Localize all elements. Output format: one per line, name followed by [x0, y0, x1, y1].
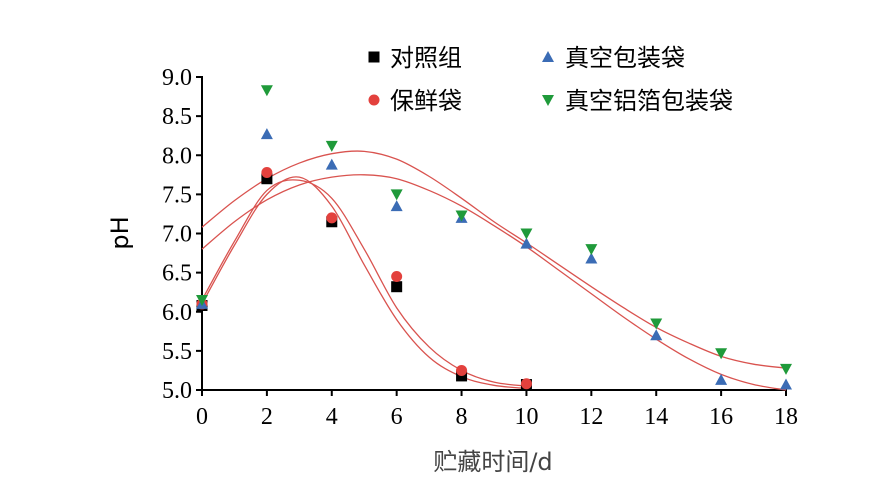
data-point-series-1 [520, 378, 532, 390]
x-tick-label: 16 [709, 404, 733, 430]
y-axis-title: pH [106, 216, 134, 249]
y-tick-label: 8.0 [162, 143, 192, 169]
legend-label-series-3: 真空铝箔包装袋 [565, 87, 733, 115]
data-point-series-3 [455, 210, 468, 222]
y-tick-label: 5.5 [162, 339, 192, 365]
x-axis-title: 贮藏时间/d [433, 448, 552, 476]
fit-curve-series-2 [201, 174, 787, 391]
data-point-series-3 [650, 318, 663, 330]
data-point-series-2 [390, 200, 403, 212]
legend-marker-series-1 [368, 94, 380, 106]
data-point-series-1 [456, 364, 468, 376]
x-tick-label: 14 [644, 404, 668, 430]
fit-curve-series-0 [201, 176, 527, 390]
legend-marker-series-2 [542, 51, 554, 62]
data-point-series-3 [585, 244, 598, 256]
fit-curve-series-3 [201, 150, 787, 369]
x-tick-label: 10 [514, 404, 538, 430]
data-point-series-3 [715, 348, 728, 360]
data-point-series-0 [261, 173, 273, 185]
legend-label-series-1: 保鲜袋 [390, 87, 462, 115]
y-tick-label: 7.5 [162, 182, 192, 208]
data-point-series-1 [391, 271, 403, 283]
data-point-series-1 [326, 212, 338, 224]
legend-marker-series-3 [542, 95, 554, 106]
legend-label-series-2: 真空包装袋 [565, 44, 685, 72]
data-point-series-3 [325, 140, 338, 152]
data-point-series-3 [780, 363, 792, 375]
legend-label-series-0: 对照组 [390, 44, 462, 72]
y-tick-label: 9.0 [162, 65, 192, 91]
data-point-series-2 [715, 373, 728, 385]
data-point-series-2 [780, 378, 792, 390]
y-tick-label: 6.0 [162, 300, 192, 326]
y-tick-label: 8.5 [162, 104, 192, 130]
x-tick-label: 6 [391, 404, 403, 430]
x-tick-label: 8 [456, 404, 468, 430]
data-point-series-2 [650, 329, 663, 341]
fit-curve-series-1 [201, 179, 527, 387]
x-tick-label: 2 [261, 404, 273, 430]
fit-curves-layer [201, 150, 787, 391]
data-point-series-2 [325, 158, 338, 170]
data-point-series-3 [196, 295, 208, 307]
y-tick-label: 6.5 [162, 261, 192, 287]
axes-layer: 0 2 4 6 8 10 12 14 16 18 5.0 5.5 6.0 6.5 7.0 7.5 8.0 8.5 9… [162, 65, 798, 430]
data-point-series-0 [391, 281, 403, 293]
x-tick-label: 0 [196, 404, 208, 430]
data-markers-layer [196, 85, 792, 391]
legend-marker-series-0 [368, 51, 380, 63]
data-point-series-3 [520, 228, 533, 240]
x-tick-label: 4 [326, 404, 338, 430]
x-tick-label: 12 [579, 404, 603, 430]
data-point-series-2 [520, 237, 533, 249]
y-tick-label: 5.0 [162, 378, 192, 404]
x-tick-label: 18 [774, 404, 798, 430]
data-point-series-3 [260, 85, 273, 97]
data-point-series-2 [260, 128, 273, 140]
y-tick-label: 7.0 [162, 222, 192, 248]
data-point-series-1 [261, 166, 273, 178]
data-point-series-3 [390, 189, 403, 201]
data-point-series-2 [585, 252, 598, 264]
